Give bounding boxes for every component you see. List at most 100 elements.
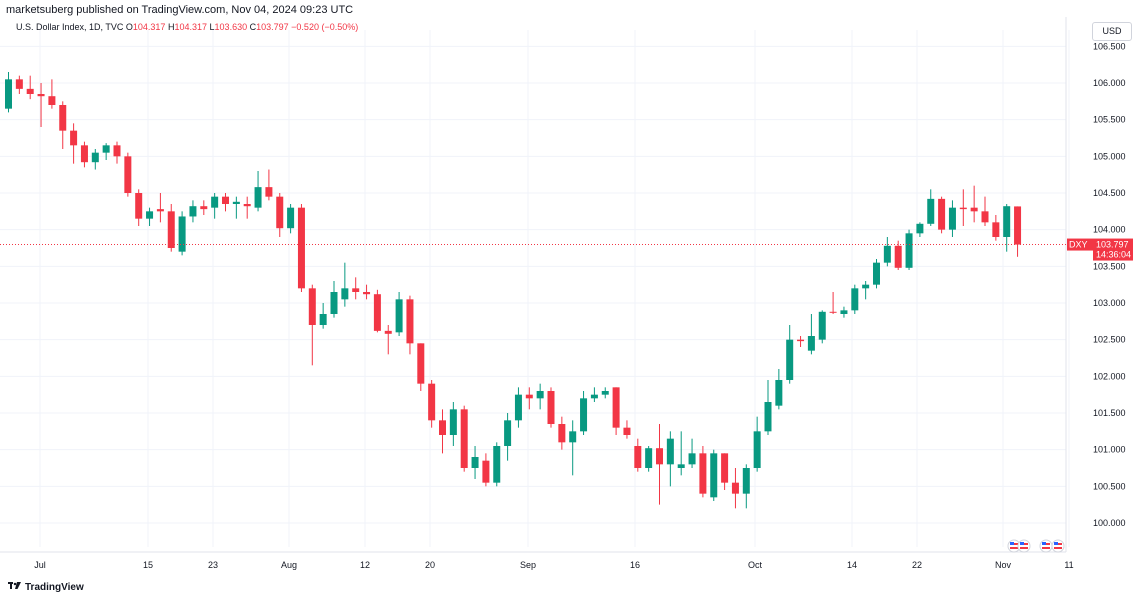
- candle-body: [363, 292, 371, 295]
- candle-body: [699, 453, 707, 494]
- candle-body: [731, 482, 739, 494]
- candle-body: [862, 284, 870, 289]
- candle-body: [580, 398, 588, 432]
- candle-body: [851, 288, 859, 311]
- x-tick-label: 23: [208, 560, 218, 570]
- candle-body: [883, 245, 891, 263]
- candle-body: [1014, 206, 1022, 245]
- candle-body: [341, 288, 349, 300]
- candle-body: [894, 245, 902, 268]
- us-event-flag-icon-stripe: [1054, 547, 1062, 549]
- symbol-name: U.S. Dollar Index, 1D, TVC: [16, 22, 124, 32]
- x-tick-label: 11: [1064, 560, 1073, 570]
- candle-body: [222, 196, 229, 204]
- candle-body: [330, 292, 338, 314]
- candle-body: [656, 448, 663, 465]
- candle-body: [938, 198, 946, 230]
- candle-body: [666, 438, 674, 465]
- us-event-flag-icon-stripe: [1010, 547, 1018, 549]
- candle-body: [948, 207, 956, 230]
- candle-body: [504, 420, 512, 446]
- candle-body: [254, 187, 262, 208]
- candle-body: [102, 145, 110, 153]
- candle-body: [439, 420, 446, 435]
- y-tick-label: 106.000: [1093, 78, 1126, 88]
- candle-body: [569, 431, 577, 443]
- us-event-flag-icon-canton: [1010, 542, 1014, 545]
- brand-name: TradingView: [25, 582, 84, 593]
- candle-body: [167, 211, 175, 248]
- candle-body: [514, 394, 522, 421]
- open-label: O: [125, 22, 133, 32]
- candle-body: [873, 262, 880, 285]
- candle-body: [590, 394, 598, 399]
- high-label: H: [167, 22, 175, 32]
- candle-body: [200, 206, 208, 210]
- candle-body: [417, 343, 425, 384]
- price-tag-value: 103.797: [1096, 240, 1129, 250]
- us-event-flag-icon-stripe: [1042, 547, 1050, 549]
- y-tick-label: 100.000: [1093, 518, 1126, 528]
- candle-body: [113, 145, 121, 157]
- candle-body: [308, 288, 316, 325]
- y-tick-label: 100.500: [1093, 481, 1126, 491]
- x-tick-label: Aug: [281, 560, 297, 570]
- close-value: 103.797: [256, 22, 289, 32]
- candle-body: [721, 453, 729, 483]
- candle-body: [797, 339, 805, 342]
- candle-body: [786, 339, 794, 380]
- candle-body: [428, 383, 436, 421]
- y-tick-label: 106.500: [1093, 41, 1126, 51]
- x-tick-label: 14: [847, 560, 857, 570]
- close-label: C: [249, 22, 257, 32]
- candle-body: [525, 394, 533, 399]
- candle-body: [319, 314, 327, 325]
- x-tick-label: 20: [425, 560, 435, 570]
- candle-body: [156, 209, 164, 212]
- publish-header: marketsuberg published on TradingView.co…: [0, 0, 1142, 18]
- x-tick-label: Sep: [520, 560, 536, 570]
- candle-body: [232, 201, 240, 204]
- candle-body: [536, 391, 544, 399]
- candle-body: [981, 211, 989, 223]
- candle-body: [829, 311, 837, 313]
- candle-body: [677, 464, 685, 468]
- x-tick-label: 22: [912, 560, 922, 570]
- tradingview-brand[interactable]: TradingView: [8, 582, 84, 593]
- candle-body: [297, 207, 305, 289]
- candle-body: [688, 453, 696, 465]
- us-event-flag-icon: [1017, 539, 1031, 553]
- candle-body: [623, 427, 631, 435]
- candle-body: [449, 409, 457, 435]
- candle-body: [970, 207, 978, 212]
- candle-body: [612, 387, 620, 428]
- candle-body: [905, 233, 913, 268]
- change-value: −0.520 (−0.50%): [291, 22, 359, 32]
- candle-body: [59, 105, 67, 131]
- candle-body: [482, 460, 490, 483]
- price-tag-countdown: 14:36:04: [1096, 250, 1131, 260]
- legend-ohlc: U.S. Dollar Index, 1D, TVC O104.317 H104…: [16, 22, 358, 32]
- candle-body: [493, 446, 501, 483]
- low-label: L: [209, 22, 215, 32]
- candle-body: [287, 207, 295, 229]
- candle-body: [916, 223, 924, 234]
- symbol-tag: DXY: [1069, 240, 1088, 250]
- high-value: 104.317: [174, 22, 208, 32]
- candle-body: [37, 94, 45, 97]
- us-event-flag-icon: [1039, 539, 1053, 553]
- candle-body: [70, 130, 78, 146]
- candle-body: [1003, 206, 1011, 237]
- us-event-flag-icon-canton: [1042, 542, 1046, 545]
- currency-button[interactable]: USD: [1092, 22, 1132, 41]
- candle-body: [265, 187, 273, 197]
- y-tick-label: 101.500: [1093, 408, 1126, 418]
- candle-body: [840, 310, 848, 314]
- y-tick-label: 104.000: [1093, 225, 1126, 235]
- symbol-tag-bg: [1067, 238, 1093, 251]
- y-tick-label: 103.000: [1093, 298, 1126, 308]
- candle-body: [645, 448, 653, 468]
- y-tick-label: 102.500: [1093, 335, 1126, 345]
- candle-body: [178, 216, 186, 252]
